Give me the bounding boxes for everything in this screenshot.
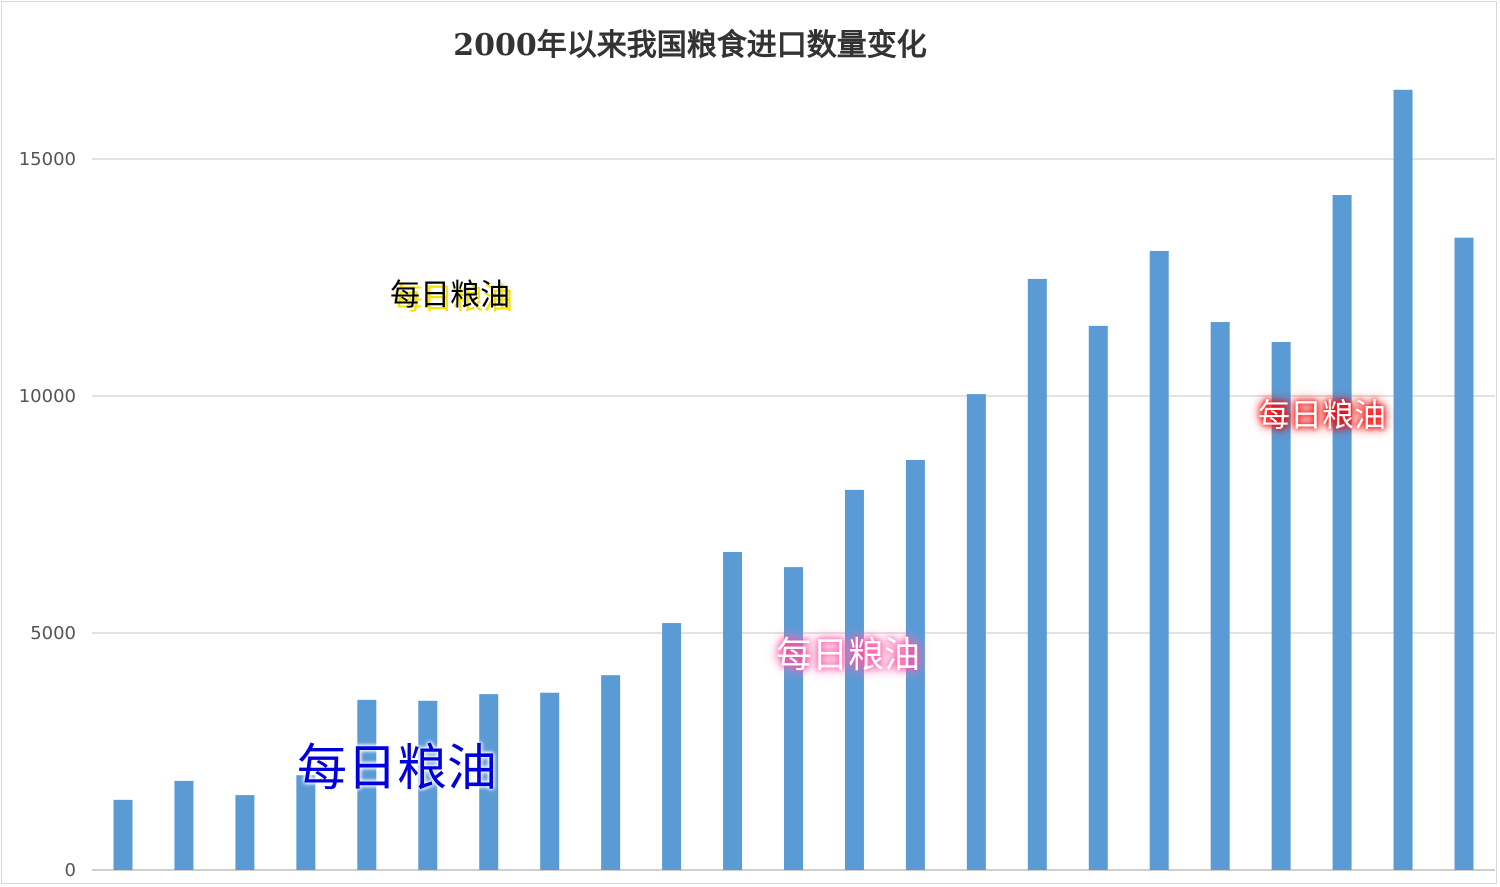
y-tick-label: 5000: [30, 623, 76, 644]
y-tick-label: 15000: [19, 149, 76, 170]
bar: [540, 692, 560, 870]
bar: [662, 623, 682, 870]
bar: [357, 699, 377, 870]
bar: [844, 489, 864, 870]
chart-title: 2000年以来我国粮食进口数量变化: [453, 28, 927, 63]
watermark: 每日粮油: [1258, 396, 1387, 434]
bar: [1454, 237, 1474, 870]
bar: [723, 551, 743, 870]
bar: [479, 694, 499, 870]
watermark: 每日粮油: [297, 739, 497, 797]
bar: [1027, 278, 1047, 870]
watermark: 每日粮油: [776, 635, 921, 676]
bar: [1393, 89, 1413, 870]
bar: [1271, 341, 1291, 870]
bar: [966, 394, 986, 870]
bar: [784, 567, 803, 870]
bar: [1088, 325, 1108, 870]
y-tick-label: 10000: [19, 386, 76, 407]
watermark: 每日粮油: [390, 278, 510, 313]
bar: [174, 780, 194, 870]
y-tick-label: 0: [65, 860, 76, 881]
bar: [1210, 322, 1230, 870]
bar: [601, 675, 621, 870]
bar: [1149, 250, 1169, 870]
bar: [113, 799, 133, 870]
bar: [418, 700, 438, 870]
bar: [296, 775, 316, 870]
bar: [1332, 195, 1352, 871]
bar: [905, 459, 925, 870]
bar: [235, 795, 255, 870]
